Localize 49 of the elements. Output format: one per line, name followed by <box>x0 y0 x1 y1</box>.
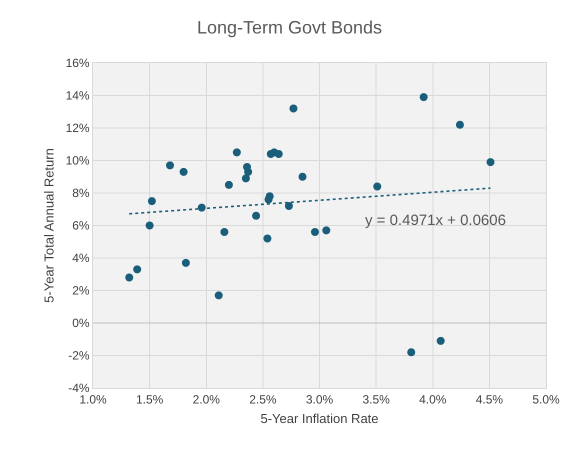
point <box>182 258 190 267</box>
point <box>214 291 223 300</box>
point <box>298 172 307 181</box>
x-tick-label: 3.0% <box>306 392 334 406</box>
point <box>284 202 293 210</box>
x-tick-label: 2.5% <box>249 392 277 406</box>
point <box>252 212 260 220</box>
chart-title: Long-Term Govt Bonds <box>196 17 382 38</box>
point <box>274 150 283 158</box>
x-tick-label: 4.0% <box>419 392 447 406</box>
point <box>146 222 154 230</box>
y-tick-label: 16% <box>66 56 90 70</box>
point <box>224 180 233 189</box>
y-tick-label: 0% <box>72 316 90 330</box>
x-tick-label: 5.0% <box>532 392 560 406</box>
point <box>242 174 250 182</box>
point <box>263 234 272 242</box>
y-tick-label: 14% <box>66 88 90 103</box>
point <box>232 148 241 156</box>
point <box>166 161 174 170</box>
y-tick-label: 12% <box>66 121 90 136</box>
point <box>220 228 228 236</box>
point <box>244 168 252 176</box>
point <box>456 120 464 129</box>
y-tick-label: 10% <box>66 154 90 168</box>
point <box>373 182 382 190</box>
annotation: y = 0.4971x + 0.0606 <box>365 212 506 229</box>
point <box>148 197 156 206</box>
point <box>407 348 416 356</box>
y-tick-label: 8% <box>72 186 90 200</box>
x-tick-label: 4.5% <box>476 392 504 406</box>
x-tick-label: 3.5% <box>362 392 390 406</box>
point <box>486 158 495 166</box>
point <box>125 274 134 282</box>
y-axis-title: 5-Year Total Annual Return <box>42 148 57 303</box>
point <box>436 336 445 345</box>
point <box>420 93 428 102</box>
x-axis-title: 5-Year Inflation Rate <box>260 411 379 426</box>
point <box>322 226 330 234</box>
y-tick-label: 4% <box>72 251 90 266</box>
x-tick-label: 1.5% <box>136 392 164 406</box>
x-tick-label: 2.0% <box>192 392 220 406</box>
y-tick-label: 6% <box>72 218 90 233</box>
point <box>133 265 142 274</box>
point <box>289 104 298 112</box>
point <box>310 228 319 236</box>
point <box>180 168 188 176</box>
y-tick-label: 2% <box>72 284 90 298</box>
y-tick-label: -2% <box>68 348 90 363</box>
